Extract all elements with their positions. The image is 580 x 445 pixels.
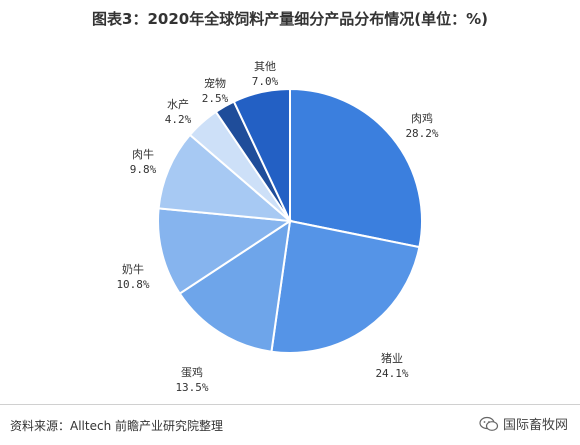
wechat-account: 国际畜牧网	[479, 414, 568, 433]
pie-labels: 肉鸡 28.2% 猪业 24.1% 蛋鸡 13.5% 奶牛 10.8% 肉牛 9.8% 水产 4.2%…	[116, 60, 438, 394]
slice-name-label: 奶牛	[122, 262, 144, 276]
pie-slices	[157, 87, 423, 354]
pie-slice-2	[270, 219, 421, 354]
slice-value-label: 4.2%	[165, 113, 192, 126]
source-note: 资料来源：Alltech 前瞻产业研究院整理	[10, 419, 223, 433]
slice-value-label: 24.1%	[375, 367, 408, 380]
slice-value-label: 7.0%	[252, 75, 279, 88]
wechat-account-name: 国际畜牧网	[502, 418, 568, 433]
slice-value-label: 28.2%	[405, 127, 438, 140]
pie-slice-1	[289, 87, 423, 249]
chart-title: 图表3：2020年全球饲料产量细分产品分布情况(单位：%)	[92, 10, 488, 28]
slice-name-label: 蛋鸡	[181, 365, 203, 379]
slice-value-label: 10.8%	[116, 278, 149, 291]
slice-value-label: 13.5%	[175, 381, 208, 394]
slice-value-label: 9.8%	[130, 163, 157, 176]
pie-slice-3	[178, 218, 292, 353]
pie-slice-4	[157, 207, 293, 295]
slice-name-label: 肉鸡	[411, 111, 433, 125]
pie-slice-8	[232, 87, 291, 222]
slice-name-label: 水产	[167, 97, 189, 111]
slice-value-label: 2.5%	[202, 92, 229, 105]
slice-name-label: 肉牛	[132, 147, 154, 161]
wechat-icon	[479, 416, 499, 431]
slice-name-label: 其他	[254, 60, 276, 73]
pie-chart: 肉鸡 28.2% 猪业 24.1% 蛋鸡 13.5% 奶牛 10.8% 肉牛 9.8% 水产 4.2%…	[116, 60, 438, 394]
slice-name-label: 猪业	[381, 352, 403, 365]
pie-slice-5	[157, 133, 294, 223]
slice-name-label: 宠物	[204, 76, 226, 90]
footer-divider	[0, 404, 580, 405]
